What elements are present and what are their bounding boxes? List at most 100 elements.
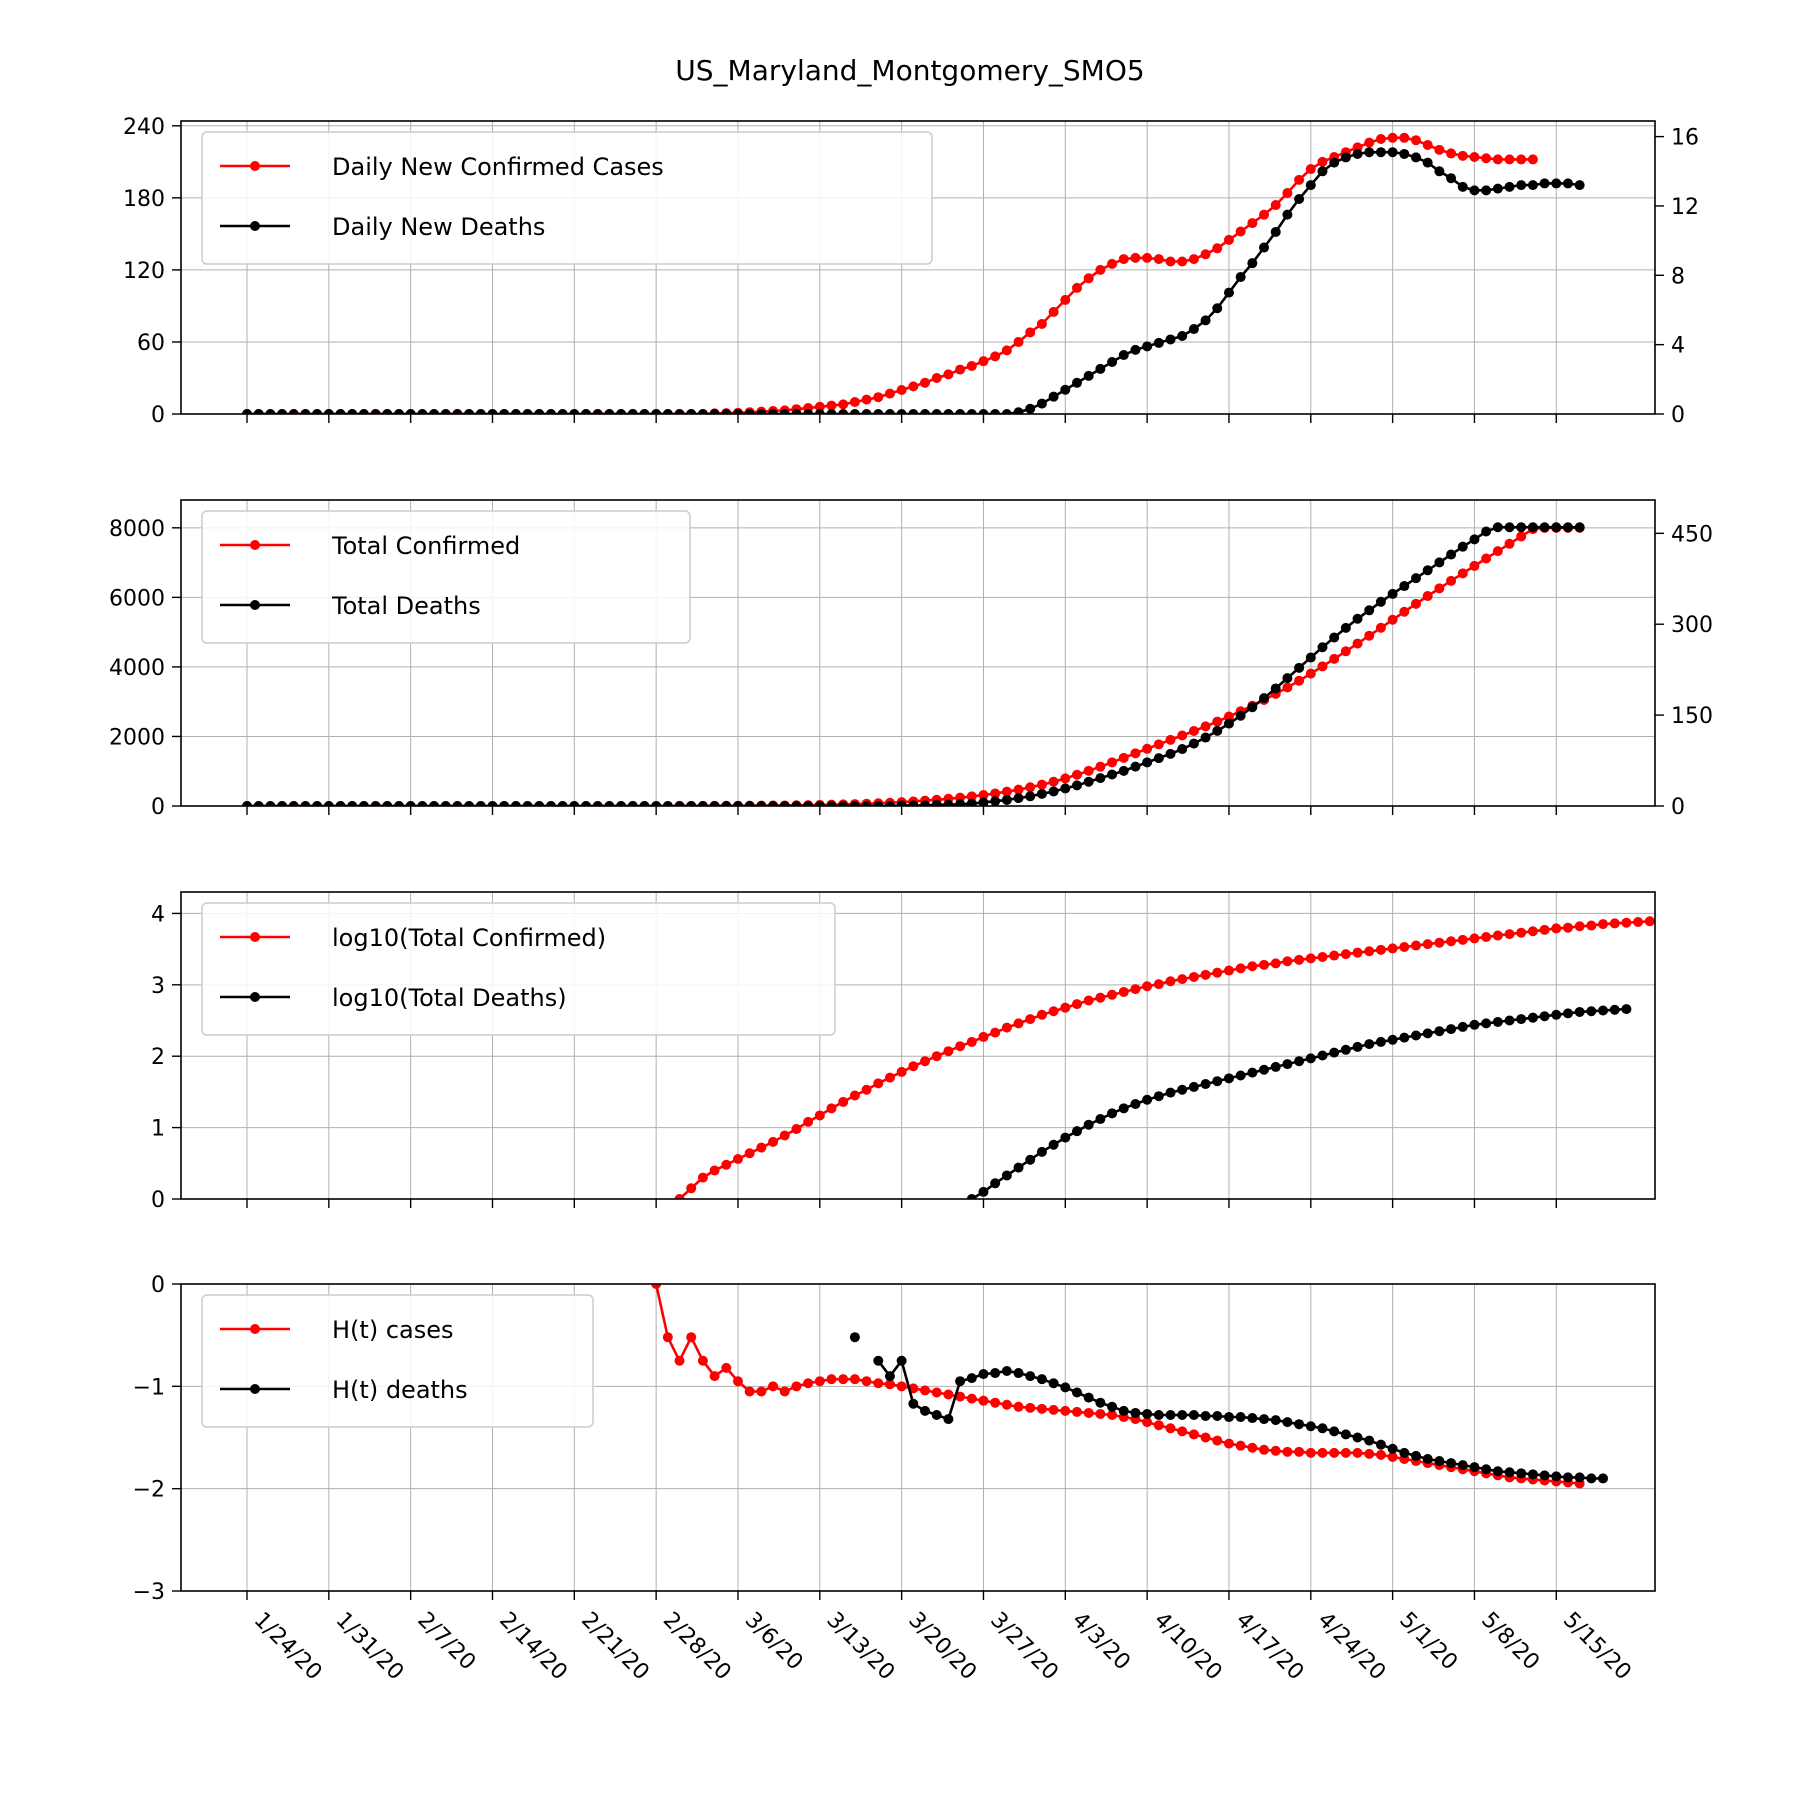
data-point [955, 409, 966, 414]
data-point [1270, 1415, 1281, 1426]
data-point [1177, 256, 1188, 267]
data-point [943, 369, 954, 380]
data-point [1340, 1429, 1351, 1440]
data-point [1469, 560, 1480, 571]
data-point [686, 801, 697, 806]
data-point [1504, 181, 1515, 192]
data-point [1200, 721, 1211, 732]
data-point [791, 801, 802, 806]
data-point [1481, 1464, 1492, 1475]
data-point [1399, 581, 1410, 592]
data-point [861, 1376, 872, 1387]
data-point [429, 801, 440, 806]
data-point [1282, 209, 1293, 220]
data-point [1153, 1409, 1164, 1420]
data-point [1083, 273, 1094, 284]
data-point [1457, 541, 1468, 552]
data-point [966, 360, 977, 371]
data-point [1562, 522, 1573, 533]
data-point [581, 409, 592, 414]
data-point [1387, 1443, 1398, 1454]
data-point [1352, 613, 1363, 624]
y-tick-label: 0 [151, 1188, 165, 1213]
data-point [814, 409, 825, 414]
data-point [1001, 1399, 1012, 1410]
data-point [1071, 1406, 1082, 1417]
data-point [686, 409, 697, 414]
data-point [1294, 1419, 1305, 1430]
data-point [803, 1378, 814, 1389]
data-point [861, 801, 872, 806]
data-point [277, 409, 288, 414]
data-point [616, 801, 627, 806]
data-point [1422, 140, 1433, 151]
data-point [1165, 334, 1176, 345]
data-point [1095, 264, 1106, 275]
data-point [1223, 718, 1234, 729]
data-point [1247, 1442, 1258, 1453]
data-point [1282, 1417, 1293, 1428]
data-point [1048, 776, 1059, 787]
legend: H(t) cases H(t) deaths [201, 1294, 594, 1428]
data-point [1609, 1004, 1620, 1015]
data-point [557, 801, 568, 806]
data-point [1329, 1447, 1340, 1458]
data-point [814, 401, 825, 412]
data-point [1060, 1382, 1071, 1393]
data-point [1083, 1119, 1094, 1130]
data-point [990, 788, 1001, 799]
data-point [732, 409, 743, 414]
legend-label: Total Confirmed [331, 532, 520, 560]
data-point [1142, 1408, 1153, 1419]
data-point [1212, 303, 1223, 314]
data-point [1107, 258, 1118, 269]
data-point [709, 1371, 720, 1382]
legend-box [201, 902, 836, 1036]
data-point [1329, 950, 1340, 961]
data-point [1457, 934, 1468, 945]
data-point [1235, 1070, 1246, 1081]
data-point [1107, 757, 1118, 768]
data-point [732, 801, 743, 806]
data-point [1118, 986, 1129, 997]
data-point [803, 409, 814, 414]
data-point [1095, 992, 1106, 1003]
data-point [884, 388, 895, 399]
y2-tick-label: 8 [1671, 264, 1685, 289]
data-point [1399, 1032, 1410, 1043]
y-tick-label: 2000 [109, 725, 165, 750]
data-point [1340, 1447, 1351, 1458]
data-point [966, 1194, 977, 1199]
data-point [1609, 918, 1620, 929]
data-point [966, 1373, 977, 1384]
data-point [709, 1165, 720, 1176]
data-point [1574, 522, 1585, 533]
data-point [920, 1405, 931, 1416]
data-point [1329, 653, 1340, 664]
data-point [347, 801, 358, 806]
data-point [884, 801, 895, 806]
data-point [1212, 1076, 1223, 1087]
data-point [826, 1103, 837, 1114]
data-point [522, 409, 533, 414]
data-point [1282, 956, 1293, 967]
y2-tick-label: 4 [1671, 334, 1685, 359]
data-point [1083, 776, 1094, 787]
data-point [978, 790, 989, 801]
data-point [1446, 173, 1457, 184]
data-point [382, 409, 393, 414]
data-point [1118, 254, 1129, 265]
data-point [616, 409, 627, 414]
data-point [1329, 1426, 1340, 1437]
data-point [1598, 1473, 1609, 1484]
data-point [1188, 1409, 1199, 1420]
legend-swatch-marker [250, 161, 260, 171]
data-point [1305, 180, 1316, 191]
data-point [277, 801, 288, 806]
data-point [1352, 638, 1363, 649]
data-point [253, 409, 264, 414]
data-point [966, 1036, 977, 1047]
data-point [931, 409, 942, 414]
data-point [1048, 1404, 1059, 1415]
